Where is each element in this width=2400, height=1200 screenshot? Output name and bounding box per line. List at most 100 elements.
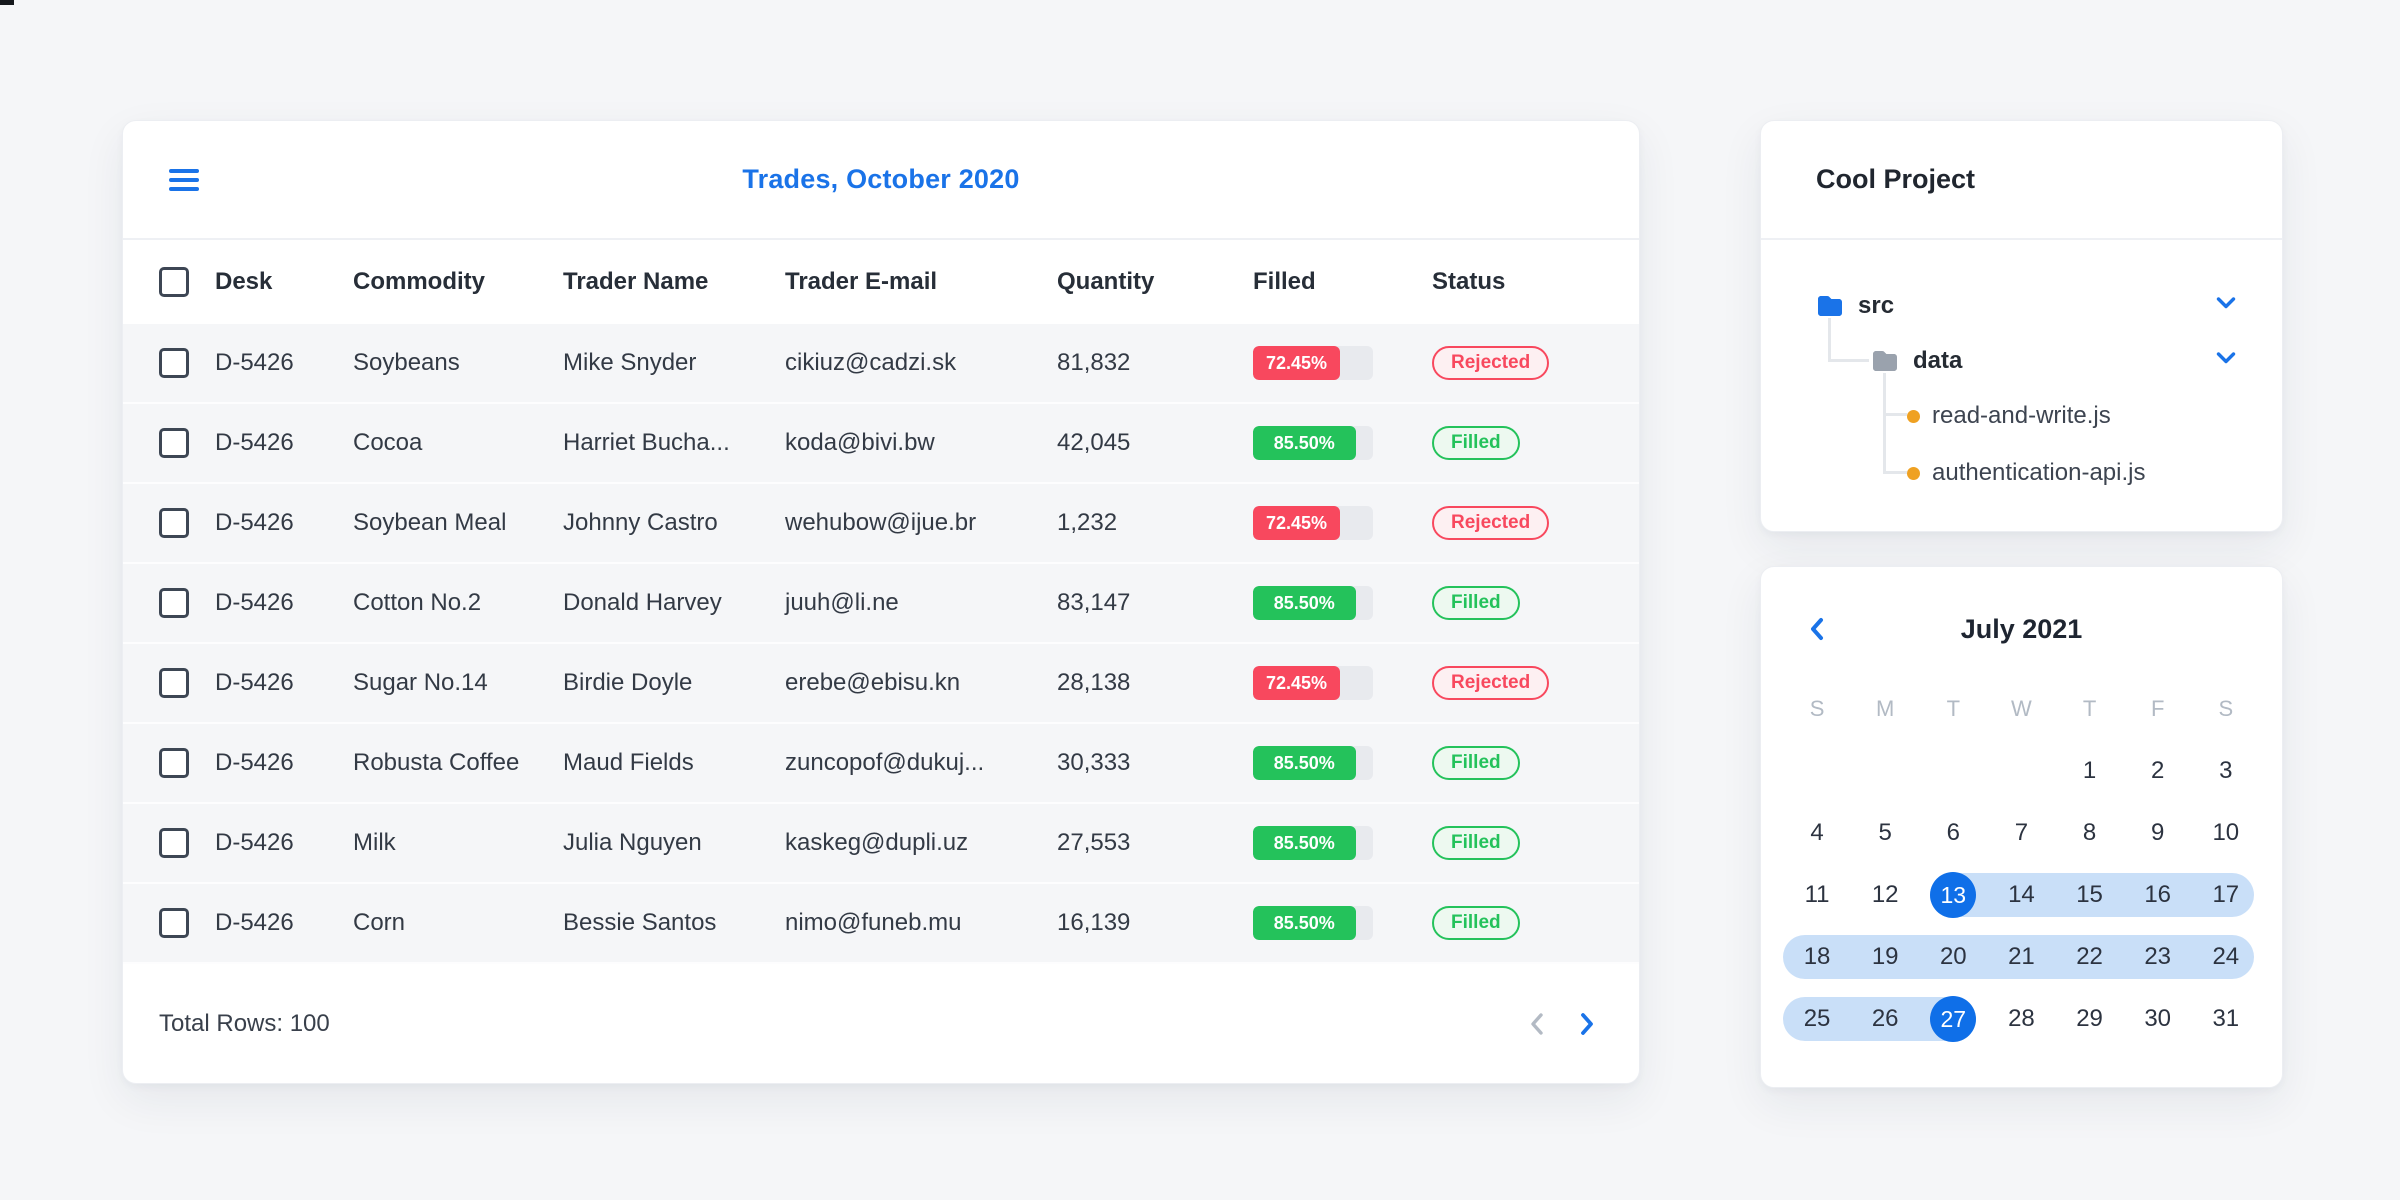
progress-fill: 85.50% — [1253, 426, 1356, 460]
tree-item-label: data — [1913, 347, 1963, 374]
calendar-day[interactable]: 1 — [2082, 757, 2097, 784]
weekday-label: T — [1946, 696, 1961, 721]
calendar-day[interactable]: 22 — [2076, 943, 2103, 970]
page-title: Trades, October 2020 — [742, 164, 1020, 194]
progress-label: 85.50% — [1273, 912, 1335, 933]
tree-item-src[interactable]: src — [1816, 286, 1894, 326]
row-checkbox[interactable] — [159, 588, 189, 618]
weekday-label: T — [2082, 696, 2097, 721]
cell-desk: D-5426 — [215, 669, 294, 696]
calendar-day[interactable]: 28 — [2008, 1005, 2035, 1032]
calendar-day[interactable]: 17 — [2212, 881, 2240, 908]
cell-trader-name: Julia Nguyen — [563, 829, 702, 856]
tree-item-file[interactable]: read-and-write.js — [1907, 396, 2111, 436]
prev-page-button[interactable] — [1529, 1012, 1544, 1036]
calendar-day[interactable]: 26 — [1871, 1005, 1899, 1032]
cell-quantity: 83,147 — [1057, 589, 1131, 616]
cell-trader-name: Johnny Castro — [563, 509, 718, 536]
file-bullet-icon — [1907, 466, 1920, 480]
project-tree-card: Cool Project src data read-and-write.js … — [1760, 120, 2283, 532]
calendar-day[interactable]: 23 — [2144, 943, 2172, 970]
tree-connector — [1883, 471, 1907, 474]
trades-table-body: D-5426 Soybeans Mike Snyder cikiuz@cadzi… — [123, 324, 1639, 964]
calendar-day[interactable]: 19 — [1871, 943, 1899, 970]
cell-commodity: Soybeans — [353, 349, 460, 376]
progress-label: 85.50% — [1273, 832, 1335, 853]
calendar-month-title: July 2021 — [1960, 613, 2083, 644]
table-row: D-5426 Cotton No.2 Donald Harvey juuh@li… — [123, 564, 1639, 644]
calendar-day[interactable]: 30 — [2144, 1005, 2172, 1032]
calendar-week: 25 26 27 28 29 30 31 — [1783, 988, 2260, 1050]
column-header-commodity: Commodity — [353, 268, 485, 295]
select-all-checkbox[interactable] — [159, 267, 189, 297]
row-checkbox[interactable] — [159, 668, 189, 698]
cell-commodity: Cotton No.2 — [353, 589, 482, 616]
row-checkbox[interactable] — [159, 828, 189, 858]
hamburger-bar — [169, 177, 199, 182]
calendar-day[interactable]: 9 — [2151, 819, 2165, 846]
table-row: D-5426 Sugar No.14 Birdie Doyle erebe@eb… — [123, 644, 1639, 724]
row-checkbox[interactable] — [159, 348, 189, 378]
tree-connector — [1883, 413, 1907, 416]
calendar-day[interactable]: 18 — [1803, 943, 1831, 970]
cell-desk: D-5426 — [215, 829, 294, 856]
calendar-day[interactable]: 10 — [2212, 819, 2240, 846]
calendar-day[interactable]: 2 — [2151, 757, 2165, 784]
calendar-day[interactable]: 21 — [2008, 943, 2035, 970]
calendar-day[interactable]: 4 — [1810, 819, 1824, 846]
table-row: D-5426 Milk Julia Nguyen kaskeg@dupli.uz… — [123, 804, 1639, 884]
calendar-day[interactable]: 14 — [2008, 881, 2035, 908]
cell-quantity: 81,832 — [1057, 349, 1131, 376]
calendar-week: 11 12 13 14 15 16 17 — [1783, 864, 2260, 926]
calendar-week: 18 19 20 21 22 23 24 — [1783, 926, 2260, 988]
calendar-day[interactable]: 31 — [2212, 1005, 2240, 1032]
column-header-desk: Desk — [215, 268, 273, 295]
calendar-day[interactable]: 5 — [1878, 819, 1892, 846]
next-page-button[interactable] — [1580, 1012, 1595, 1036]
tree-item-label: authentication-api.js — [1932, 459, 2146, 486]
calendar-day[interactable]: 11 — [1804, 881, 1830, 908]
calendar-day[interactable]: 12 — [1871, 881, 1899, 908]
weekday-label: S — [2218, 696, 2234, 721]
calendar-day[interactable]: 20 — [1939, 943, 1967, 970]
row-checkbox[interactable] — [159, 748, 189, 778]
calendar-day[interactable]: 27 — [1919, 1006, 1987, 1033]
calendar-day[interactable]: 7 — [2014, 819, 2029, 846]
column-header-trader-email: Trader E-mail — [785, 268, 938, 295]
calendar-day[interactable]: 29 — [2076, 1005, 2103, 1032]
filled-progress-bar: 85.50% — [1253, 426, 1373, 460]
cell-trader-email: kaskeg@dupli.uz — [785, 829, 969, 856]
column-header-status: Status — [1432, 268, 1506, 295]
cell-desk: D-5426 — [215, 749, 294, 776]
tree-item-data[interactable]: data — [1871, 341, 1962, 381]
chevron-down-icon[interactable] — [2216, 351, 2236, 369]
column-header-quantity: Quantity — [1057, 268, 1155, 295]
calendar-day[interactable]: 3 — [2219, 757, 2233, 784]
calendar-day[interactable]: 24 — [2212, 943, 2240, 970]
progress-fill: 85.50% — [1253, 906, 1356, 940]
row-checkbox[interactable] — [159, 428, 189, 458]
progress-label: 72.45% — [1265, 512, 1327, 533]
chevron-down-icon[interactable] — [2216, 296, 2236, 314]
status-badge: Rejected — [1432, 346, 1550, 380]
tree-item-label: src — [1858, 292, 1895, 319]
hamburger-menu-button[interactable] — [169, 168, 199, 191]
hamburger-bar — [169, 186, 199, 191]
calendar-day[interactable]: 16 — [2144, 881, 2172, 908]
screen-corner-artifact — [0, 0, 14, 5]
cell-trader-name: Donald Harvey — [563, 589, 722, 616]
tree-connector — [1828, 318, 1831, 362]
calendar-day[interactable]: 13 — [1919, 882, 1987, 909]
cell-commodity: Robusta Coffee — [353, 749, 520, 776]
calendar-day[interactable]: 6 — [1946, 819, 1960, 846]
calendar-day[interactable]: 25 — [1803, 1005, 1831, 1032]
filled-progress-bar: 85.50% — [1253, 746, 1373, 780]
calendar-day[interactable]: 15 — [2076, 881, 2103, 908]
row-checkbox[interactable] — [159, 508, 189, 538]
previous-month-button[interactable] — [1809, 617, 1824, 641]
calendar-day[interactable]: 8 — [2082, 819, 2097, 846]
tree-item-file[interactable]: authentication-api.js — [1907, 453, 2145, 493]
row-checkbox[interactable] — [159, 908, 189, 938]
progress-label: 72.45% — [1265, 352, 1327, 373]
total-rows-label: Total Rows: 100 — [159, 1009, 330, 1037]
